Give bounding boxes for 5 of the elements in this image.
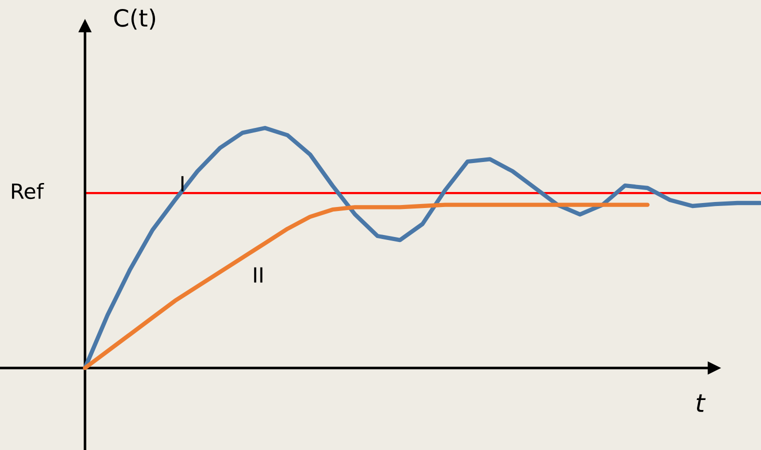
series-label: II: [254, 267, 262, 283]
ref-line-label: Ref: [12, 182, 44, 200]
series-label: I: [181, 176, 184, 192]
x-axis-title: t: [696, 394, 706, 412]
y-axis-title: C(t): [114, 8, 156, 30]
